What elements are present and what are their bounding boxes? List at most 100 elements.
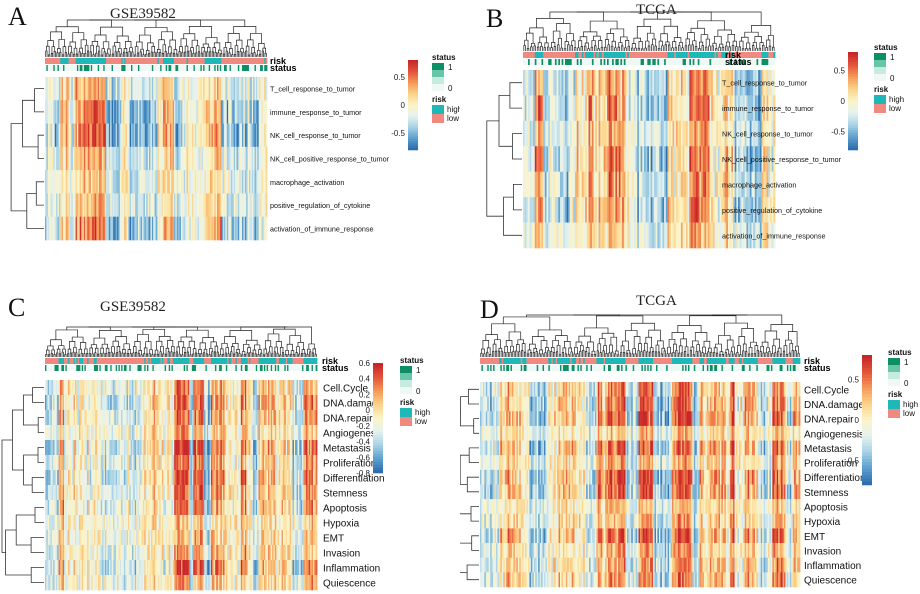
heatmap-cell: [304, 485, 307, 501]
heatmap-cell: [118, 380, 121, 396]
heatmap-cell: [74, 425, 77, 441]
dendrogram-branch: [170, 52, 173, 57]
heatmap-cell: [265, 216, 268, 241]
colorbar-step: [408, 78, 418, 81]
heatmap-cell: [240, 146, 243, 171]
heatmap-cell: [176, 123, 179, 148]
heatmap-cell: [769, 95, 773, 122]
heatmap-cell: [563, 222, 566, 249]
risk-cell: [219, 58, 222, 64]
heatmap-cell: [768, 120, 771, 147]
heatmap-cell: [250, 146, 253, 171]
heatmap-cell: [154, 170, 157, 194]
heatmap-cell: [114, 146, 117, 171]
status-cell: [175, 65, 178, 71]
heatmap-cell: [205, 193, 208, 218]
dendrogram-branch: [536, 17, 564, 28]
heatmap-cell: [147, 455, 149, 471]
heatmap-cell: [731, 95, 734, 122]
heatmap-cell: [158, 216, 161, 241]
heatmap-cell: [262, 425, 265, 441]
status-cell: [111, 65, 114, 71]
heatmap-cell: [190, 440, 193, 456]
heatmap-cell: [610, 222, 613, 249]
heatmap-cell: [95, 455, 98, 471]
heatmap-cell: [66, 380, 69, 396]
heatmap-cell: [541, 171, 544, 198]
heatmap-cell: [104, 216, 107, 241]
heatmap-cell: [576, 197, 579, 223]
heatmap-cell: [548, 70, 551, 96]
heatmap-cell: [754, 146, 757, 173]
status-cell: [697, 59, 700, 65]
heatmap-cell: [751, 95, 754, 122]
heatmap-cell: [195, 485, 198, 501]
heatmap-cell: [612, 120, 615, 147]
heatmap-cell: [670, 120, 673, 147]
heatmap-cell: [249, 410, 251, 426]
dendrogram-branch: [636, 26, 652, 39]
heatmap-cell: [191, 425, 194, 441]
heatmap-cell: [178, 193, 180, 218]
heatmap-cell: [197, 193, 200, 218]
heatmap-cell: [223, 395, 225, 411]
heatmap-cell: [261, 123, 264, 148]
heatmap-cell: [107, 146, 110, 171]
heatmap-cell: [153, 193, 156, 218]
dendrogram-branch: [651, 44, 654, 51]
heatmap-cell: [707, 146, 710, 173]
status-cell: [182, 65, 185, 71]
heatmap-cell: [659, 222, 662, 249]
heatmap-cell: [744, 146, 747, 173]
heatmap-cell: [101, 170, 104, 194]
heatmap-cell: [104, 440, 107, 456]
heatmap-body: [45, 380, 318, 591]
status-cell: [618, 59, 621, 65]
heatmap-cell: [246, 395, 249, 411]
heatmap-cell: [51, 123, 54, 148]
heatmap-cell: [266, 455, 269, 471]
heatmap-cell: [311, 425, 314, 441]
heatmap-cell: [302, 395, 304, 411]
heatmap-cell: [46, 395, 49, 411]
heatmap-cell: [613, 222, 616, 249]
heatmap-cell: [64, 216, 67, 241]
heatmap-cell: [652, 171, 655, 198]
heatmap-cell: [581, 222, 584, 249]
heatmap-cell: [270, 485, 273, 501]
heatmap-cell: [183, 395, 186, 411]
heatmap-cell: [273, 410, 276, 426]
heatmap-cell: [744, 171, 747, 198]
dendrogram-branch: [114, 51, 117, 57]
heatmap-cell: [96, 455, 99, 471]
heatmap-cell: [254, 440, 257, 456]
heatmap-cell: [285, 380, 288, 396]
heatmap-cell: [130, 500, 133, 516]
heatmap-cell: [297, 380, 300, 396]
heatmap-cell: [250, 455, 253, 471]
heatmap-cell: [121, 146, 124, 171]
heatmap-cell: [225, 485, 228, 501]
heatmap-cell: [590, 197, 593, 223]
heatmap-cell: [185, 425, 187, 441]
status-cell: [156, 65, 158, 71]
heatmap-cell: [759, 120, 762, 147]
heatmap-cell: [523, 70, 526, 96]
heatmap-cell: [297, 395, 300, 411]
heatmap-cell: [97, 193, 100, 218]
heatmap-cell: [253, 470, 255, 486]
heatmap-cell: [576, 146, 579, 173]
heatmap-cell: [50, 485, 53, 501]
heatmap-cell: [588, 95, 591, 122]
heatmap-cell: [758, 222, 761, 249]
heatmap-cell: [157, 170, 160, 194]
heatmap-cell: [212, 410, 215, 426]
heatmap-cell: [156, 485, 159, 501]
heatmap-cell: [618, 197, 621, 223]
heatmap-cell: [211, 100, 214, 124]
status-cell: [672, 59, 675, 65]
heatmap-cell: [202, 410, 205, 426]
risk-label: risk: [725, 50, 742, 60]
heatmap-cell: [153, 425, 156, 441]
dendrogram-branch: [553, 46, 557, 51]
